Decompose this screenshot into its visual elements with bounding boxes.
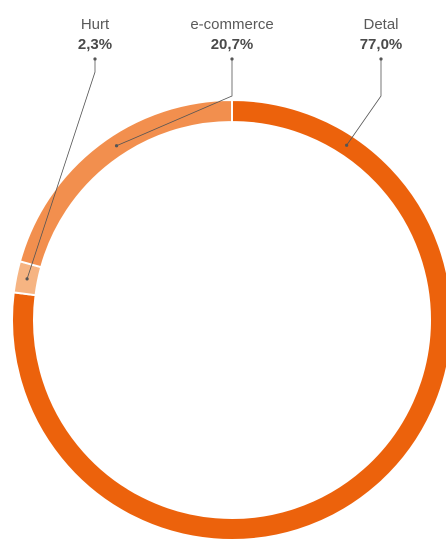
slice-value-detal: 77,0%: [360, 36, 403, 53]
slice-value-hurt: 2,3%: [78, 36, 112, 53]
leader-end-dot-hurt: [25, 277, 29, 281]
leader-lines: [25, 57, 383, 281]
leader-line-hurt: [26, 59, 96, 280]
slice-detal: [11, 98, 446, 541]
leader-start-dot-hurt: [93, 57, 97, 61]
leader-start-dot-e-commerce: [230, 57, 234, 61]
slice-value-e-commerce: 20,7%: [211, 36, 254, 53]
leader-line-detal: [346, 59, 382, 146]
leader-end-dot-detal: [345, 143, 349, 147]
slice-labels: Detal 77,0% Hurt 2,3% e-commerce 20,7%: [78, 16, 402, 53]
leader-end-dot-e-commerce: [114, 144, 119, 148]
leader-line-e-commerce: [116, 59, 233, 147]
slice-e-commerce: [18, 98, 233, 269]
slice-label-hurt: Hurt: [81, 16, 110, 33]
slice-label-detal: Detal: [363, 16, 398, 33]
donut-slices: [11, 98, 446, 541]
slice-label-e-commerce: e-commerce: [190, 16, 273, 33]
leader-start-dot-detal: [379, 57, 383, 61]
